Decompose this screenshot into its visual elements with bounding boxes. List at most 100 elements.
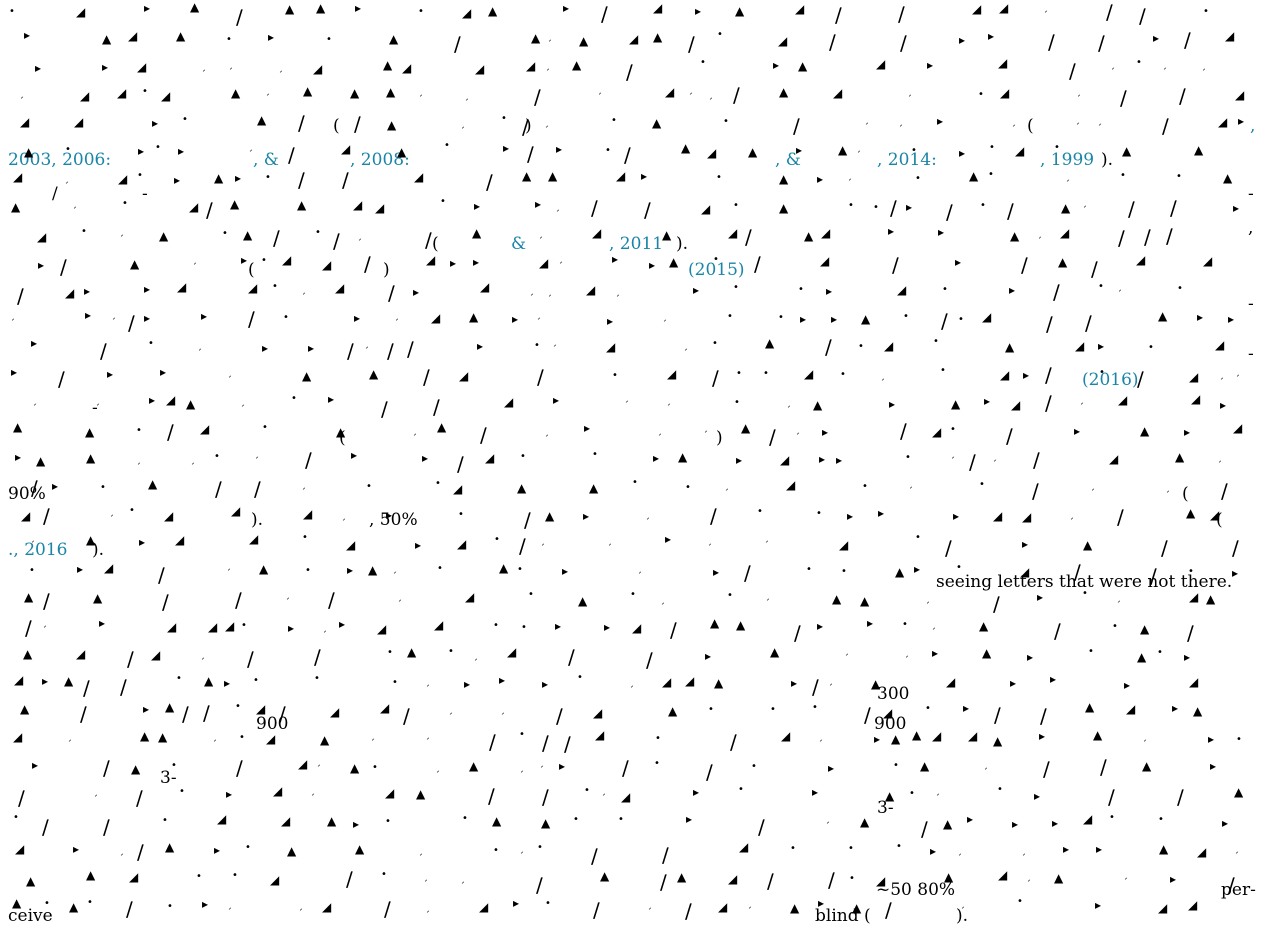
glyph-fragment: ◢ — [462, 6, 472, 20]
glyph-fragment: ▲ — [1159, 842, 1169, 856]
glyph-fragment: ▸ — [144, 1, 151, 15]
glyph-fragment: • — [685, 482, 691, 493]
sentence-end: seeing letters that were not there. — [936, 572, 1233, 592]
glyph-fragment: ∕ — [710, 504, 717, 528]
glyph-fragment: • — [182, 114, 188, 125]
glyph-fragment: ▲ — [26, 874, 36, 888]
glyph-fragment: • — [925, 703, 931, 714]
glyph-fragment: ▸ — [847, 509, 854, 523]
glyph-fragment: ▸ — [607, 314, 614, 328]
glyph-fragment: • — [232, 870, 238, 881]
glyph-fragment: • — [176, 673, 182, 684]
glyph-fragment: ˏ — [1043, 2, 1048, 13]
glyph-fragment: ◢ — [804, 367, 814, 381]
glyph-fragment: • — [757, 506, 763, 517]
citation-year[interactable]: , 2008: — [350, 150, 410, 170]
glyph-fragment: ∕ — [1045, 363, 1052, 387]
glyph-fragment: • — [896, 841, 902, 852]
hyphen: - — [92, 398, 98, 418]
glyph-fragment: ˏ — [425, 729, 430, 740]
glyph-fragment: ∕ — [1106, 0, 1113, 24]
glyph-fragment: ˏ — [201, 61, 206, 72]
glyph-fragment: • — [226, 34, 232, 45]
citation-ampersand[interactable]: & — [511, 234, 527, 254]
glyph-fragment: ▲ — [148, 477, 158, 491]
glyph-fragment: ▲ — [158, 730, 168, 744]
glyph-fragment: ◢ — [998, 868, 1008, 882]
citation-text[interactable]: , & — [253, 150, 279, 170]
glyph-fragment: ▲ — [885, 789, 895, 803]
glyph-fragment: ▲ — [1137, 650, 1147, 664]
glyph-fragment: ◢ — [968, 729, 978, 743]
glyph-fragment: ▸ — [351, 448, 358, 462]
glyph-fragment: • — [700, 57, 706, 68]
glyph-fragment: ▸ — [584, 421, 591, 435]
citation-year[interactable]: , 1999 — [1040, 150, 1095, 170]
glyph-fragment: ▸ — [988, 29, 995, 43]
glyph-fragment: ▸ — [1037, 590, 1044, 604]
glyph-fragment: ▸ — [328, 392, 335, 406]
glyph-fragment: • — [1236, 734, 1242, 745]
glyph-fragment: ▲ — [517, 481, 527, 495]
glyph-fragment: • — [241, 620, 247, 631]
citation-year[interactable]: (2016) — [1082, 370, 1139, 390]
glyph-fragment: ▸ — [139, 535, 146, 549]
glyph-fragment: • — [493, 845, 499, 856]
glyph-fragment: ∕ — [660, 870, 667, 894]
glyph-fragment: ▲ — [131, 762, 141, 776]
glyph-fragment: ▸ — [1023, 368, 1030, 382]
glyph-fragment: • — [1098, 281, 1104, 292]
hyphen: - — [1248, 184, 1254, 204]
glyph-fragment: ∕ — [994, 703, 1001, 727]
glyph-fragment: • — [733, 282, 739, 293]
glyph-fragment: ◢ — [718, 900, 728, 914]
glyph-fragment: ˏ — [519, 843, 524, 854]
glyph-fragment: ˏ — [341, 510, 346, 521]
glyph-fragment: ∕ — [1098, 31, 1105, 55]
glyph-fragment: • — [501, 113, 507, 124]
glyph-fragment: ▸ — [262, 341, 269, 355]
glyph-fragment: • — [222, 228, 228, 239]
citation-year[interactable]: (2015) — [688, 260, 745, 280]
glyph-fragment: ˏ — [880, 370, 885, 381]
glyph-fragment: ∕ — [527, 142, 534, 166]
glyph-fragment: ◢ — [1233, 421, 1243, 435]
glyph-fragment: ▸ — [705, 649, 712, 663]
glyph-fragment: ˏ — [908, 478, 913, 489]
citation-text[interactable]: , & — [775, 150, 801, 170]
glyph-fragment: ◢ — [166, 393, 176, 407]
glyph-fragment: • — [950, 424, 956, 435]
citation-years[interactable]: 2003, 2006: — [8, 150, 112, 170]
glyph-fragment: ◢ — [1118, 393, 1128, 407]
glyph-fragment: ˏ — [904, 647, 909, 658]
glyph-fragment: ▲ — [668, 704, 678, 718]
glyph-fragment: ▲ — [790, 901, 800, 915]
glyph-fragment: • — [520, 451, 526, 462]
glyph-fragment: • — [712, 338, 718, 349]
citation-year[interactable]: , 2014: — [877, 150, 937, 170]
glyph-fragment: ▲ — [1058, 255, 1068, 269]
glyph-fragment: ∕ — [890, 196, 897, 220]
glyph-fragment: ▸ — [143, 702, 150, 716]
glyph-fragment: ˏ — [552, 336, 557, 347]
glyph-fragment: ◢ — [475, 62, 485, 76]
glyph-fragment: ▲ — [302, 369, 312, 383]
glyph-fragment: ▸ — [499, 673, 506, 687]
glyph-fragment: ◢ — [453, 482, 463, 496]
glyph-fragment: ∕ — [342, 168, 349, 192]
glyph-fragment: ▸ — [604, 620, 611, 634]
glyph-fragment: ▲ — [159, 229, 169, 243]
glyph-fragment: ∕ — [945, 536, 952, 560]
citation-year[interactable]: , 2011 — [609, 234, 664, 254]
glyph-fragment: ∕ — [1184, 28, 1191, 52]
glyph-fragment: ▸ — [84, 284, 91, 298]
citation-text[interactable]: , — [1250, 116, 1256, 136]
glyph-fragment: ◢ — [231, 504, 241, 518]
glyph-fragment: ▲ — [1194, 143, 1204, 157]
glyph-fragment: ◢ — [1189, 370, 1199, 384]
glyph-fragment: ◢ — [685, 674, 695, 688]
glyph-fragment: ˏ — [683, 340, 688, 351]
citation-year[interactable]: ., 2016 — [8, 540, 68, 560]
glyph-fragment: ▸ — [138, 144, 145, 158]
glyph-fragment: • — [387, 647, 393, 658]
